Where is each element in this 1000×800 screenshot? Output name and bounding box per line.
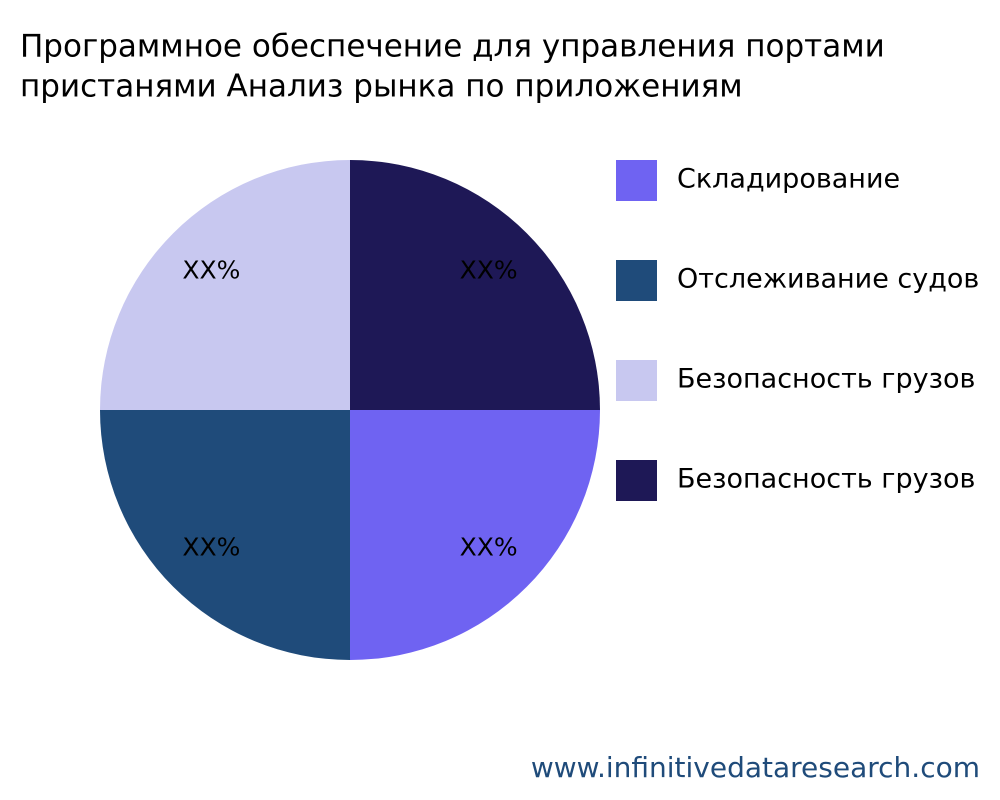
- chart-title: пристанями Анализ рынка по приложениям: [20, 69, 743, 105]
- legend-label: Безопасность грузов: [677, 364, 975, 395]
- slice-label: XX%: [460, 255, 518, 284]
- legend-label: Безопасность грузов: [677, 464, 975, 495]
- slice-label: XX%: [182, 255, 240, 284]
- pie-slice: [350, 160, 600, 410]
- legend-swatch: [616, 460, 657, 501]
- legend-label: Отслеживание судов: [677, 264, 979, 295]
- pie-slice: [100, 160, 350, 410]
- pie-slice: [350, 410, 600, 660]
- slice-label: XX%: [182, 533, 240, 562]
- watermark: www.infinitivedataresearch.com: [531, 751, 980, 784]
- pie-slice: [100, 410, 350, 660]
- legend-label: Складирование: [677, 164, 900, 195]
- legend-swatch: [616, 360, 657, 401]
- slice-label: XX%: [460, 533, 518, 562]
- legend-swatch: [616, 160, 657, 201]
- legend-swatch: [616, 260, 657, 301]
- chart-title: Программное обеспечение для управления п…: [20, 29, 885, 65]
